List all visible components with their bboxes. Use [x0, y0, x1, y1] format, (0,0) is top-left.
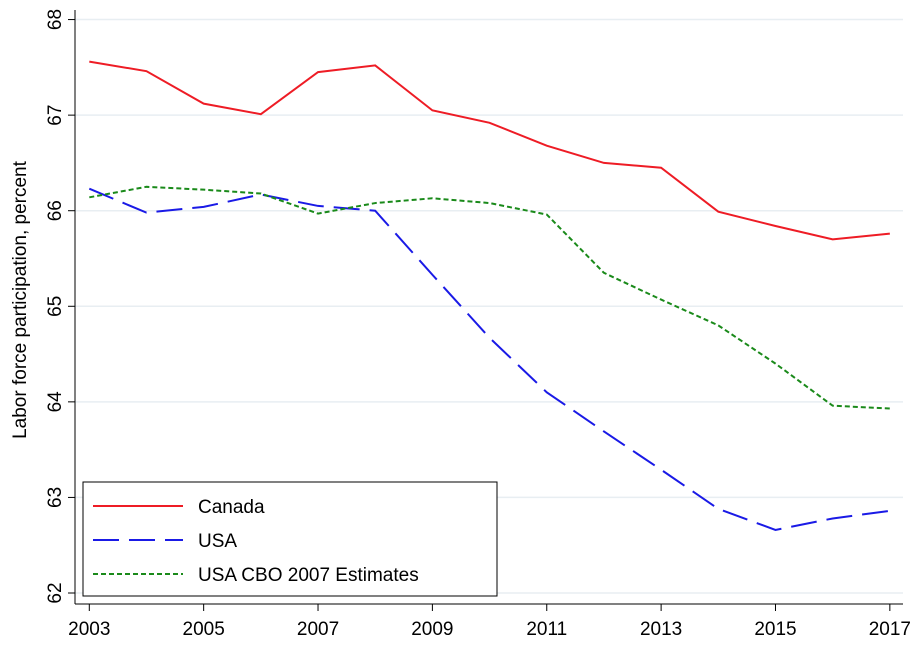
series-line — [88, 187, 890, 531]
legend-label: USA CBO 2007 Estimates — [198, 565, 419, 586]
y-tick-label: 67 — [45, 105, 66, 126]
x-tick-label: 2011 — [526, 619, 567, 640]
x-tick-label: 2007 — [297, 619, 339, 640]
y-axis-label: Labor force participation, percent — [10, 160, 31, 438]
legend-label: Canada — [198, 497, 265, 518]
x-tick-label: 2009 — [411, 619, 453, 640]
y-tick-label: 64 — [45, 391, 66, 413]
series-line — [89, 185, 890, 410]
y-tick-label: 65 — [45, 296, 66, 317]
y-tick-label: 63 — [45, 487, 66, 508]
y-tick-label: 68 — [45, 9, 66, 30]
x-tick-label: 2003 — [68, 619, 110, 640]
series-line — [89, 60, 890, 241]
y-tick-label: 66 — [45, 200, 66, 221]
x-tick-label: 2017 — [869, 619, 911, 640]
x-tick-label: 2013 — [640, 619, 682, 640]
legend-label: USA — [198, 531, 237, 552]
x-tick-label: 2005 — [183, 619, 225, 640]
x-tick-label: 2015 — [754, 619, 796, 640]
y-tick-label: 62 — [45, 582, 66, 603]
